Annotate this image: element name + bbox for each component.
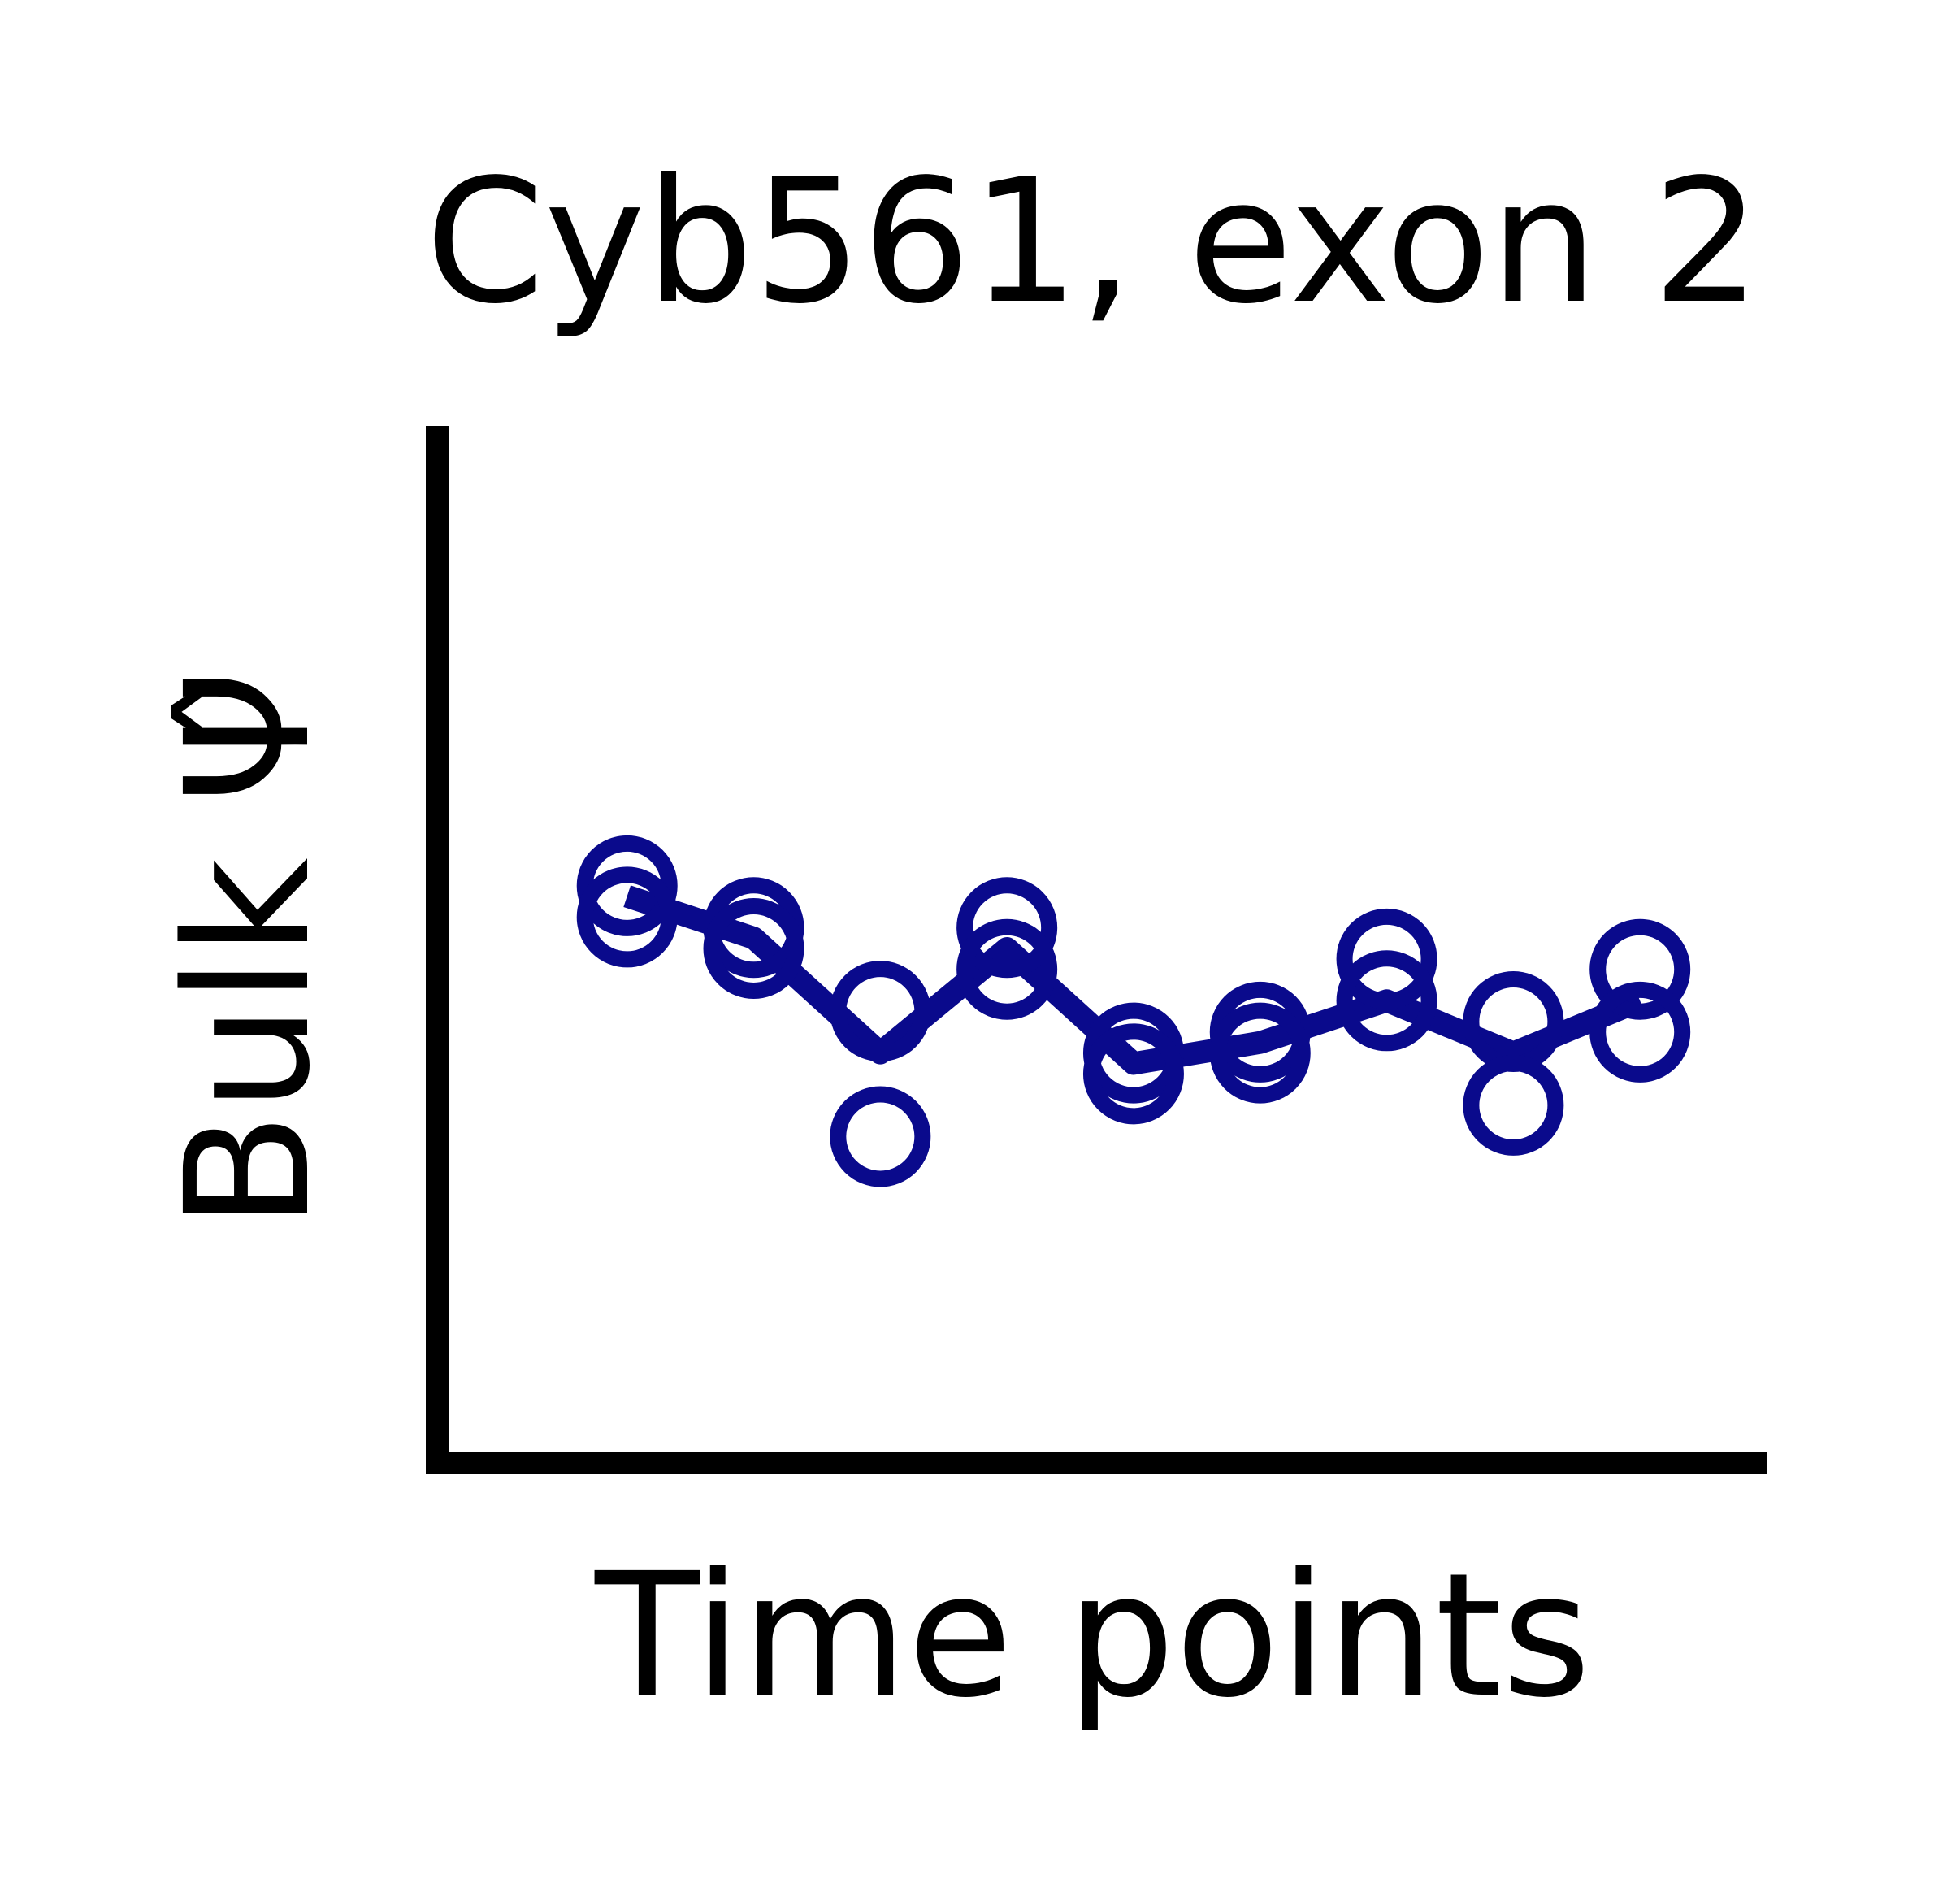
- data-point: [830, 961, 931, 1062]
- y-axis-label: Bulk Ψ̂: [149, 669, 348, 1229]
- data-point: [703, 898, 804, 999]
- data-point: [1589, 981, 1691, 1083]
- data-point: [1209, 1002, 1311, 1104]
- data-point: [1336, 950, 1437, 1052]
- plot-area: [576, 835, 1691, 1187]
- data-point: [1082, 1023, 1184, 1125]
- data-point: [956, 918, 1058, 1020]
- data-point: [956, 877, 1058, 979]
- data-point: [576, 866, 678, 968]
- data-point: [576, 835, 678, 936]
- data-point: [1589, 918, 1691, 1020]
- x-axis-label: Time points: [594, 1536, 1591, 1735]
- data-point: [830, 1086, 931, 1187]
- data-point: [1463, 1054, 1564, 1156]
- y-axis-label-text: Bulk Ψ̂: [149, 669, 348, 1229]
- chart-title: Cyb561, exon 2: [425, 142, 1761, 341]
- data-point: [1336, 908, 1437, 1009]
